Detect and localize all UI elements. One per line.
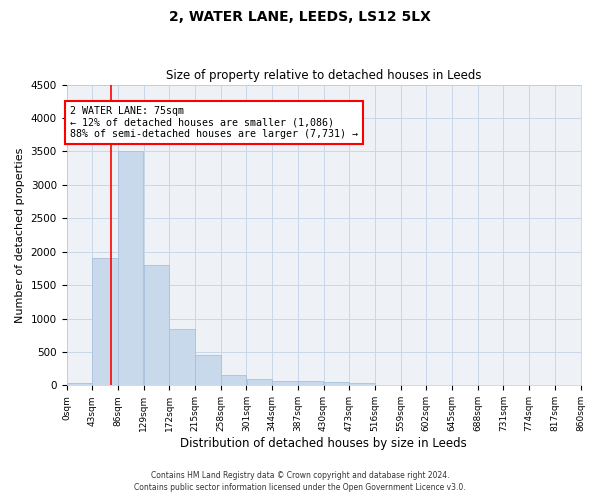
Bar bbox=[67, 384, 92, 386]
Bar bbox=[92, 258, 118, 386]
Bar bbox=[349, 383, 375, 386]
Text: 2, WATER LANE, LEEDS, LS12 5LX: 2, WATER LANE, LEEDS, LS12 5LX bbox=[169, 10, 431, 24]
Y-axis label: Number of detached properties: Number of detached properties bbox=[15, 148, 25, 322]
Bar bbox=[298, 382, 323, 386]
Bar bbox=[169, 328, 195, 386]
Bar bbox=[195, 356, 221, 386]
Bar bbox=[323, 382, 349, 386]
Title: Size of property relative to detached houses in Leeds: Size of property relative to detached ho… bbox=[166, 69, 481, 82]
Text: 2 WATER LANE: 75sqm
← 12% of detached houses are smaller (1,086)
88% of semi-det: 2 WATER LANE: 75sqm ← 12% of detached ho… bbox=[70, 106, 358, 139]
Text: Contains HM Land Registry data © Crown copyright and database right 2024.
Contai: Contains HM Land Registry data © Crown c… bbox=[134, 471, 466, 492]
Bar bbox=[144, 265, 169, 386]
Bar bbox=[118, 152, 143, 386]
Bar bbox=[221, 374, 246, 386]
Bar bbox=[247, 378, 272, 386]
X-axis label: Distribution of detached houses by size in Leeds: Distribution of detached houses by size … bbox=[180, 437, 467, 450]
Bar bbox=[272, 382, 298, 386]
